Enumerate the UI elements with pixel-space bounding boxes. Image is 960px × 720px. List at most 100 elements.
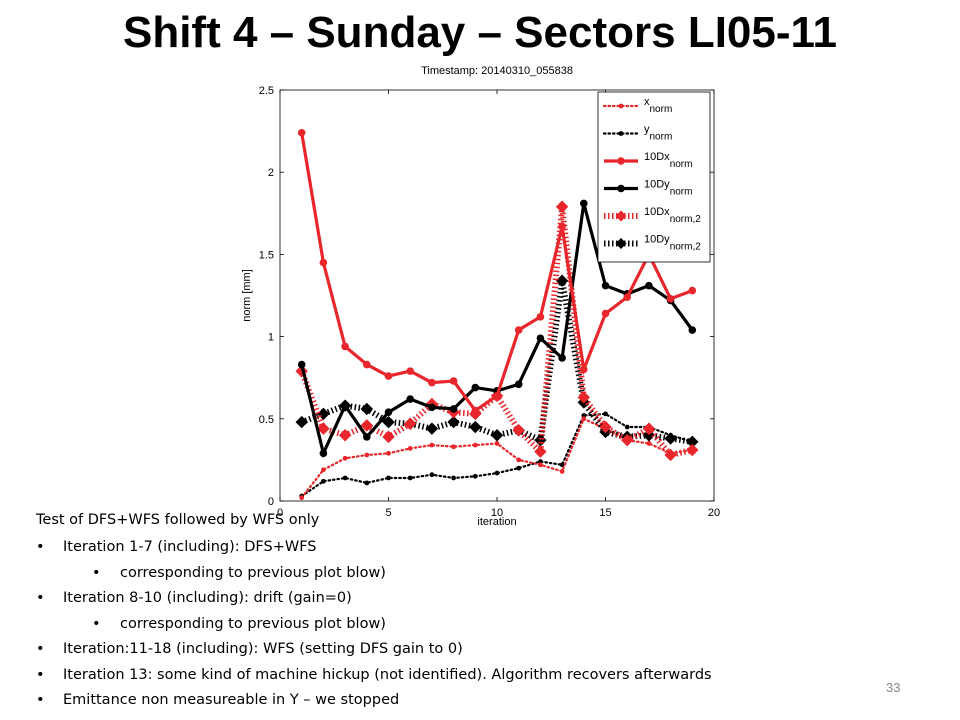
legend-label-base: 10Dy — [644, 234, 670, 246]
legend-label: xnorm — [644, 96, 672, 115]
x-axis-label: iteration — [477, 516, 516, 526]
legend-marker-diamond — [615, 210, 627, 222]
notes-intro: Test of DFS+WFS followed by WFS only — [36, 512, 320, 528]
data-point-diamond — [664, 432, 677, 445]
data-point — [321, 478, 326, 484]
data-point — [299, 495, 305, 501]
legend-marker — [617, 157, 625, 165]
data-point — [449, 377, 458, 385]
data-point — [363, 360, 371, 369]
data-point-diamond — [338, 429, 352, 442]
legend-box — [597, 91, 711, 263]
data-point-diamond — [447, 415, 460, 429]
x-tick-label: 20 — [708, 507, 720, 519]
chart-panel: Timestamp: 20140310_055838 0 5 10 15 20 0 0.5 1 1… — [228, 62, 730, 526]
data-point — [341, 342, 349, 351]
legend-label-base: 10Dx — [644, 151, 670, 163]
data-point — [494, 470, 500, 476]
bullet-text: corresponding to previous plot blow) — [120, 564, 386, 581]
data-point-diamond — [642, 422, 656, 435]
legend-label-subscript: norm — [670, 187, 693, 198]
data-point — [407, 445, 413, 451]
data-point — [386, 475, 391, 481]
data-point — [688, 326, 697, 334]
data-point-diamond — [686, 443, 699, 457]
data-point — [384, 408, 393, 417]
x-tick-label: 15 — [599, 507, 611, 519]
data-point — [645, 281, 653, 290]
data-point — [386, 450, 391, 456]
data-point — [581, 413, 587, 418]
y-tick-label: 0.5 — [259, 414, 274, 426]
data-point-diamond — [360, 419, 374, 432]
data-point-diamond — [295, 415, 308, 429]
y-axis-label: norm [mm] — [241, 269, 253, 322]
page-number: 33 — [886, 680, 901, 695]
data-point — [297, 128, 306, 137]
legend-label: 10Dxnorm,2 — [644, 206, 701, 225]
slide-title: Shift 4 – Sunday – Sectors LI05-11 — [122, 8, 838, 57]
data-point-diamond — [620, 433, 634, 447]
data-point — [363, 433, 371, 441]
data-point — [451, 475, 456, 481]
data-point — [514, 326, 523, 334]
series-10Dx-norm — [297, 128, 697, 415]
data-point — [666, 294, 675, 303]
bullet-text: Iteration 13: some kind of machine hicku… — [63, 666, 712, 683]
data-point — [580, 365, 588, 374]
data-point — [601, 281, 610, 290]
legend-marker-diamond — [615, 238, 627, 249]
legend-marker — [617, 184, 625, 193]
legend-label-base: 10Dy — [644, 179, 670, 191]
data-point — [514, 380, 523, 389]
x-tick-label: 10 — [491, 507, 503, 519]
legend-label-subscript: norm,2 — [670, 214, 702, 225]
legend-label: 10Dxnorm — [644, 151, 692, 170]
data-point-diamond — [403, 417, 417, 430]
data-point — [364, 452, 370, 458]
legend-label: 10Dynorm,2 — [644, 234, 701, 253]
legend-marker — [618, 131, 624, 136]
data-point — [321, 467, 326, 473]
data-point — [472, 473, 478, 479]
bullet-dot-icon: • — [36, 666, 45, 683]
y-tick-label: 2 — [268, 167, 274, 179]
legend-label: 10Dynorm — [644, 179, 692, 198]
data-point-diamond — [469, 420, 482, 434]
legend-label-subscript: norm,2 — [670, 242, 702, 253]
y-tick-label: 2.5 — [259, 85, 274, 97]
data-point — [558, 222, 566, 231]
data-point — [342, 455, 348, 461]
bullet-text: Iteration 1-7 (including): DFS+WFS — [63, 539, 317, 555]
data-point-diamond — [360, 402, 374, 416]
data-point — [581, 416, 587, 422]
legend-label-subscript: norm — [650, 132, 673, 143]
data-point — [342, 475, 348, 481]
data-point — [384, 372, 393, 380]
data-point — [559, 469, 565, 474]
data-point — [538, 462, 543, 468]
data-point — [451, 444, 456, 450]
data-point-diamond — [490, 429, 504, 442]
data-point — [601, 309, 610, 318]
x-tick-label: 5 — [385, 507, 391, 519]
chart-title: Timestamp: 20140310_055838 — [421, 65, 573, 77]
legend-label: ynorm — [644, 124, 672, 143]
data-point — [603, 411, 608, 417]
data-point — [319, 258, 328, 267]
y-tick-label: 1.5 — [259, 249, 274, 261]
bullet-text: Emittance non measureable in Y – we stop… — [63, 692, 400, 708]
data-point — [406, 367, 414, 375]
data-point-diamond — [425, 422, 439, 435]
data-point — [494, 441, 500, 446]
data-point-diamond — [577, 391, 591, 404]
data-point — [341, 401, 349, 410]
legend-label-subscript: norm — [650, 104, 673, 115]
legend-label-base: 10Dx — [644, 206, 670, 218]
series-10Dy-norm,2 — [295, 274, 699, 449]
x-tick-label: 0 — [277, 507, 283, 519]
y-tick-label: 1 — [268, 332, 274, 344]
data-point-diamond — [382, 430, 395, 444]
legend-label-base: y — [644, 124, 650, 136]
data-point — [516, 465, 522, 471]
